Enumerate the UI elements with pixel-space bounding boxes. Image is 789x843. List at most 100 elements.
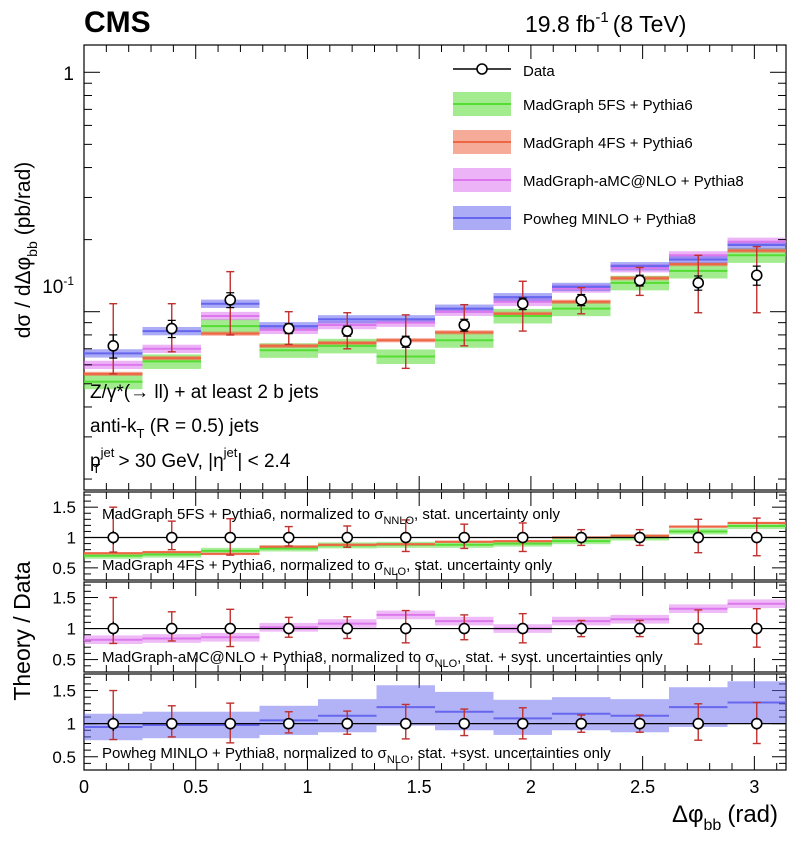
ratio-data-point <box>692 717 705 730</box>
ratio-data-point <box>575 717 588 730</box>
x-title-main: Δφ <box>672 801 704 828</box>
ratio-data-point <box>458 531 471 544</box>
ratio-data-point <box>399 717 412 730</box>
legend-label-mg4: MadGraph 4FS + Pythia6 <box>523 135 693 152</box>
ratio-data-point <box>224 717 237 730</box>
cut-eta-sup: jet <box>223 445 238 460</box>
ratio-ytick-label: 1.5 <box>52 498 76 517</box>
y-title-unit: (pb/rad) <box>12 162 35 236</box>
ytick-label-0.1: 10-1 <box>42 274 74 298</box>
label-pre: MadGraph-aMC@NLO + Pythia8, normalized t… <box>102 649 435 666</box>
x-tick-label: 0.5 <box>183 777 208 797</box>
ratio-data-point <box>107 622 120 635</box>
ratio-ytick-label: 0.5 <box>52 651 76 670</box>
ratio-data-point <box>165 531 178 544</box>
ratio-data-point <box>516 622 529 635</box>
ratio-data-point <box>750 717 763 730</box>
y-title-sub: bb <box>24 241 40 257</box>
data-point <box>399 335 412 348</box>
ratio-data-point <box>224 622 237 635</box>
data-point <box>224 294 237 306</box>
legend-label-mg5: MadGraph 5FS + Pythia6 <box>523 97 693 114</box>
x-axis: 0 0.5 1 1.5 2 2.5 3 <box>79 777 759 797</box>
jet-algorithm-label: anti-kT (R = 0.5) jets <box>90 416 259 441</box>
ratio-ytick-label: 1.5 <box>52 589 76 608</box>
data-point <box>575 294 588 306</box>
ratio-ytick-label: 1 <box>67 715 76 734</box>
selection-annotations: Z/γ*(→ ll) + at least 2 b jets anti-kT (… <box>90 382 319 476</box>
x-tick-label: 2.5 <box>630 777 655 797</box>
data-point <box>458 319 471 331</box>
ratio-data-point <box>633 531 646 544</box>
x-title-sub: bb <box>704 817 722 834</box>
label-sub: NLO <box>435 658 458 670</box>
main-data-points <box>107 245 763 375</box>
label-post: , stat. uncertainty only <box>406 557 552 574</box>
energy-label: (8 TeV) <box>613 11 687 37</box>
ratio-panels-content: 0.5 1 1.5 0.5 1 1.5 0.5 1 1.5 <box>52 494 786 771</box>
ratio-data-point <box>399 531 412 544</box>
y-title-main: dσ / dΔφ <box>12 257 35 338</box>
label-pre: Powheg MINLO + Pythia8, normalized to σ <box>102 745 388 762</box>
ratio-data-point <box>341 531 354 544</box>
ytick-label-1: 1 <box>63 64 74 85</box>
ratio-data-point <box>692 622 705 635</box>
ratio-data-point <box>399 622 412 635</box>
ratio-panel-3-label: Powheg MINLO + Pythia8, normalized to σN… <box>102 745 611 766</box>
legend-label-amc: MadGraph-aMC@NLO + Pythia8 <box>523 173 744 190</box>
data-point <box>633 274 646 287</box>
x-axis-title: Δφbb (rad) <box>672 801 778 834</box>
ratio-data-point <box>750 622 763 635</box>
ratio-data-point <box>282 531 295 544</box>
cut-mid: > 30 GeV, |η <box>113 451 223 472</box>
cut-p: p <box>90 451 101 472</box>
main-axes: 1 10-1 <box>42 45 786 770</box>
label-post: , stat. + syst. uncertainties only <box>457 649 663 666</box>
data-point <box>516 297 529 310</box>
label-post: , stat. uncertainty only <box>414 506 560 523</box>
data-point <box>165 322 178 335</box>
data-point <box>750 269 763 282</box>
legend-label-powheg: Powheg MINLO + Pythia8 <box>523 211 696 228</box>
cut-end: | < 2.4 <box>237 451 290 472</box>
algo-sub: T <box>136 426 144 441</box>
ratio-data-point <box>633 622 646 635</box>
x-tick-label: 0 <box>79 777 89 797</box>
x-title-unit: (rad) <box>727 801 778 828</box>
data-point <box>282 322 295 335</box>
x-tick-label: 1 <box>302 777 312 797</box>
ratio-panel-2-frame <box>83 581 787 673</box>
ratio-data-point <box>341 717 354 730</box>
ratio-data-point <box>516 717 529 730</box>
cut-p-sub: T <box>92 461 100 476</box>
ratio-panel-1-frame <box>83 491 787 581</box>
ratio-data-point <box>633 717 646 730</box>
lumi-value: 19.8 fb <box>525 11 595 37</box>
data-point <box>341 325 354 337</box>
ratio-panel-1-label-a: MadGraph 5FS + Pythia6, normalized to σN… <box>102 506 560 527</box>
lumi-exponent: -1 <box>595 9 608 26</box>
data-point <box>692 277 705 289</box>
ratio-data-point <box>282 717 295 730</box>
ratio-data-point <box>692 531 705 544</box>
lumi-label: 19.8 fb-1 (8 TeV) <box>525 9 686 37</box>
main-panel-frame <box>83 44 787 491</box>
ratio-panel-2-label: MadGraph-aMC@NLO + Pythia8, normalized t… <box>102 649 663 670</box>
ratio-data-point <box>224 531 237 544</box>
cut-p-sup: jet <box>100 445 115 460</box>
ratio-data-point <box>341 622 354 635</box>
legend-model-entries: MadGraph 5FS + Pythia6 MadGraph 4FS + Pyt… <box>453 92 744 230</box>
ratio-panel-1-label-b: MadGraph 4FS + Pythia6, normalized to σN… <box>102 557 553 578</box>
label-post: , stat. +syst. uncertainties only <box>409 745 611 762</box>
label-sub: NNLO <box>383 515 414 527</box>
label-sub: NLO <box>387 754 410 766</box>
main-y-axis-title: dσ / dΔφbb (pb/rad) <box>12 162 40 339</box>
ratio-data-point <box>107 717 120 730</box>
label-pre: MadGraph 4FS + Pythia6, normalized to σ <box>102 557 384 574</box>
ratio-ytick-label: 0.5 <box>52 748 76 767</box>
ratio-data-point <box>750 531 763 544</box>
cms-label: CMS <box>84 6 151 39</box>
ytick-exponent: -1 <box>63 274 74 288</box>
data-point <box>107 340 120 352</box>
